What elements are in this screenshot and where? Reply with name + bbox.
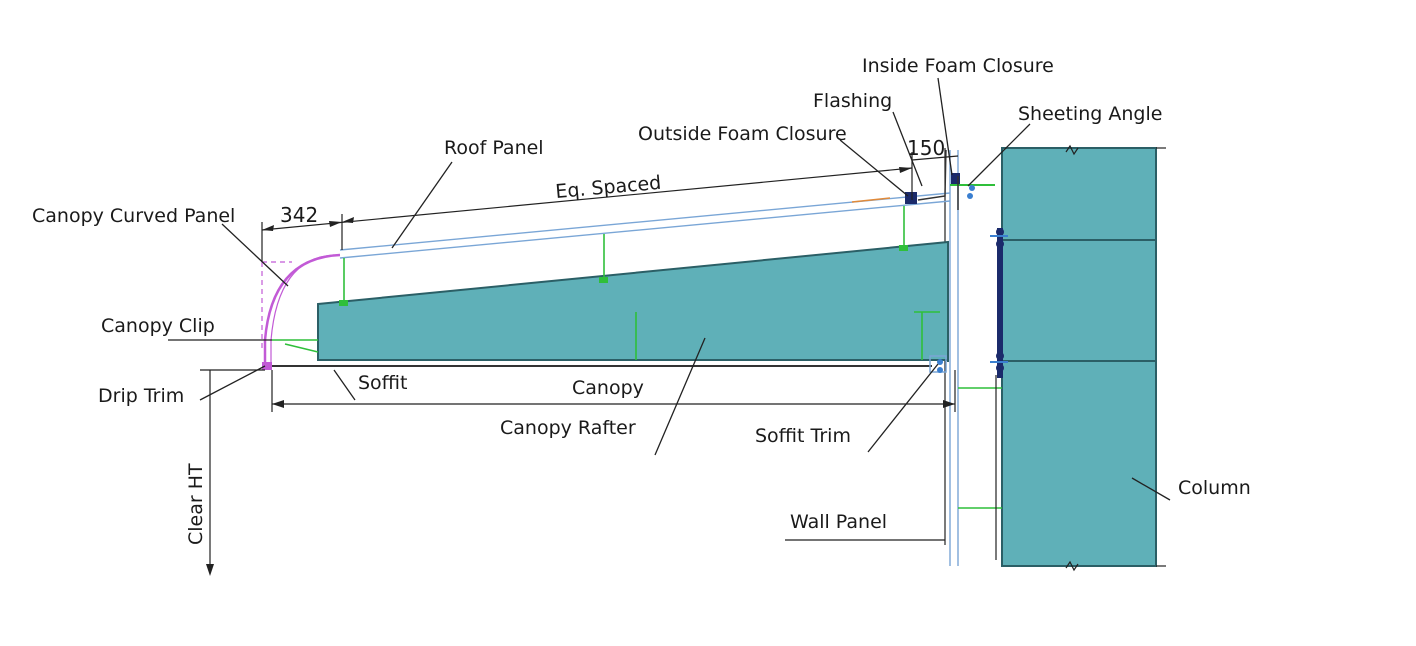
canopy-rafter: [317, 240, 949, 361]
dimension-clear-ht: [200, 369, 265, 576]
label-outside-foam-closure: Outside Foam Closure: [638, 123, 847, 145]
roof-panel: [339, 192, 951, 259]
dimension-canopy: [271, 370, 956, 412]
soffit-trim: [929, 355, 947, 373]
label-inside-foam-closure: Inside Foam Closure: [862, 55, 1054, 77]
label-flashing: Flashing: [813, 90, 892, 112]
purlin-clips: [339, 206, 940, 360]
wall-panel: [944, 148, 1002, 566]
canopy-curved-panel: [261, 253, 341, 364]
label-roof-panel: Roof Panel: [444, 137, 544, 159]
dimension-150-text: 150: [907, 136, 945, 160]
label-column: Column: [1178, 477, 1251, 499]
label-soffit: Soffit: [358, 372, 408, 394]
label-canopy: Canopy: [572, 377, 644, 399]
dimension-eq-spaced: [261, 167, 913, 262]
column-break-bottom: [1065, 560, 1079, 572]
canopy-clip: [272, 339, 319, 353]
label-wall-panel: Wall Panel: [790, 511, 887, 533]
end-plate-bolts: [990, 228, 1008, 378]
label-clear-ht: Clear HT: [185, 463, 207, 545]
flashing: [917, 149, 947, 201]
leader-lines: [168, 77, 1171, 541]
label-canopy-clip: Canopy Clip: [101, 315, 215, 337]
label-sheeting-angle: Sheeting Angle: [1018, 103, 1162, 125]
label-drip-trim: Drip Trim: [98, 385, 184, 407]
foam-closures: [905, 173, 995, 210]
dimension-342: 342: [280, 203, 318, 227]
column-break-top: [1065, 144, 1079, 156]
column-body: [1001, 147, 1157, 567]
label-canopy-curved-panel: Canopy Curved Panel: [32, 205, 235, 227]
label-eq-spaced: Eq. Spaced: [555, 172, 663, 203]
label-soffit-trim: Soffit Trim: [755, 425, 851, 447]
column: [1001, 144, 1166, 572]
label-canopy-rafter: Canopy Rafter: [500, 417, 636, 439]
drip-trim-piece: [262, 362, 272, 370]
